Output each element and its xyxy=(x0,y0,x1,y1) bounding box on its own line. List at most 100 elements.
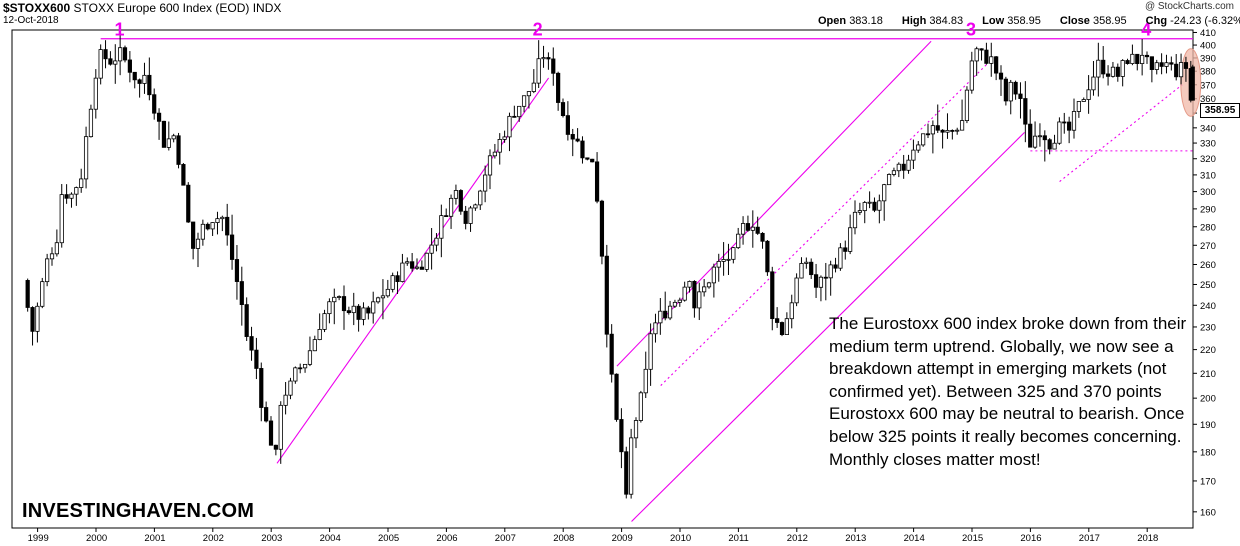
candle-down xyxy=(994,56,999,74)
candle-down xyxy=(1047,139,1052,150)
chart-symbol-line: $STOXX600 STOXX Europe 600 Index (EOD) I… xyxy=(3,1,281,15)
candle-up xyxy=(171,135,176,140)
candle-down xyxy=(770,271,775,320)
candle-down xyxy=(463,210,468,224)
candle-up xyxy=(74,187,79,195)
candle-up xyxy=(414,266,420,269)
y-tick-label: 390 xyxy=(1200,53,1216,64)
candle-up xyxy=(721,259,726,262)
candle-up xyxy=(964,89,970,122)
candle-up xyxy=(643,368,648,394)
candle-down xyxy=(244,304,249,337)
candle-up xyxy=(629,437,634,495)
candle-down xyxy=(410,261,415,269)
candle-up xyxy=(317,329,322,341)
y-tick-label: 400 xyxy=(1200,41,1216,52)
candle-up xyxy=(35,305,40,332)
candle-down xyxy=(585,157,590,160)
candle-down xyxy=(556,72,561,103)
x-tick-label: 2016 xyxy=(1020,533,1041,544)
candle-down xyxy=(551,58,556,74)
candle-up xyxy=(521,95,527,107)
candle-down xyxy=(604,255,609,335)
candle-up xyxy=(118,47,123,62)
candle-up xyxy=(492,151,497,157)
candle-up xyxy=(896,163,901,172)
candle-up xyxy=(497,139,502,153)
candle-up xyxy=(429,244,434,254)
candle-down xyxy=(273,444,278,450)
candle-up xyxy=(1057,121,1062,144)
y-tick-label: 230 xyxy=(1200,322,1216,333)
candle-up xyxy=(974,48,979,62)
candle-up xyxy=(400,262,405,282)
y-tick-label: 220 xyxy=(1200,345,1216,356)
candle-down xyxy=(779,322,785,335)
candle-up xyxy=(1052,142,1057,150)
candle-up xyxy=(740,223,746,235)
candle-up xyxy=(483,174,488,192)
candle-up xyxy=(1178,62,1184,78)
candle-up xyxy=(916,144,921,151)
index-name: STOXX Europe 600 Index (EOD) xyxy=(73,1,250,15)
candle-up xyxy=(45,258,50,283)
x-tick-label: 2003 xyxy=(261,533,282,544)
y-tick-label: 380 xyxy=(1200,67,1216,78)
candle-down xyxy=(940,129,945,133)
candle-up xyxy=(1154,62,1159,70)
candle-up xyxy=(1086,89,1091,100)
peak-label: 1 xyxy=(115,20,125,40)
candle-down xyxy=(843,247,848,252)
candle-down xyxy=(614,373,619,420)
y-tick-label: 270 xyxy=(1200,241,1216,252)
candle-up xyxy=(687,280,692,288)
candle-up xyxy=(1120,60,1125,77)
candle-up xyxy=(886,174,892,186)
y-tick-label: 210 xyxy=(1200,369,1216,380)
candle-up xyxy=(278,404,283,450)
candle-down xyxy=(229,234,235,260)
candle-down xyxy=(1067,121,1072,131)
candle-up xyxy=(648,333,653,370)
candle-up xyxy=(653,322,658,335)
candle-up xyxy=(200,223,205,240)
candle-down xyxy=(1105,73,1111,77)
candle-up xyxy=(1140,54,1145,65)
candle-up xyxy=(448,197,454,217)
candle-up xyxy=(930,125,935,135)
candle-up xyxy=(838,247,843,269)
candle-up xyxy=(424,252,429,270)
candle-down xyxy=(1101,59,1106,75)
candle-up xyxy=(434,237,439,246)
candle-down xyxy=(512,115,517,118)
candle-up xyxy=(531,82,536,92)
candle-down xyxy=(1062,121,1067,124)
y-tick-label: 300 xyxy=(1200,187,1216,198)
candle-down xyxy=(132,71,137,81)
candle-down xyxy=(575,138,580,142)
low-label: Low xyxy=(982,15,1005,27)
candle-down xyxy=(191,221,196,249)
candle-down xyxy=(108,58,113,65)
candle-up xyxy=(288,380,293,396)
y-tick-label: 250 xyxy=(1200,280,1216,291)
candle-down xyxy=(458,190,463,212)
candle-up xyxy=(750,226,755,231)
candle-up xyxy=(877,200,882,211)
candle-up xyxy=(88,108,94,138)
analysis-annotation: The Eurostoxx 600 index broke down from … xyxy=(829,314,1187,469)
candle-down xyxy=(444,215,449,218)
candle-down xyxy=(268,420,274,446)
x-tick-label: 2018 xyxy=(1137,533,1158,544)
candle-down xyxy=(984,49,989,64)
candle-down xyxy=(745,223,751,231)
candle-up xyxy=(98,49,103,79)
candle-down xyxy=(395,275,400,282)
candle-down xyxy=(341,296,347,312)
y-tick-label: 330 xyxy=(1200,139,1216,150)
candle-down xyxy=(346,310,351,314)
candle-up xyxy=(54,242,59,255)
y-tick-label: 200 xyxy=(1200,394,1216,405)
x-tick-label: 2017 xyxy=(1079,533,1100,544)
